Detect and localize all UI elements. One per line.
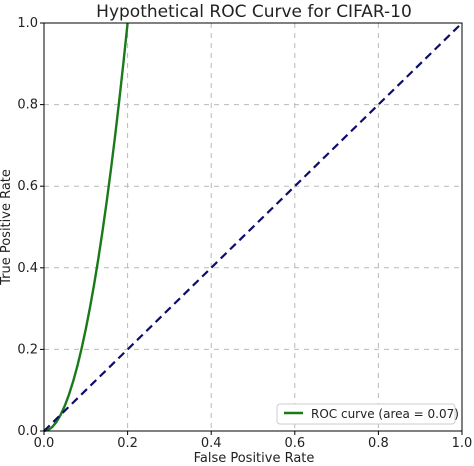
y-tick-label: 0.4 [17, 261, 38, 276]
legend-label-roc: ROC curve (area = 0.07) [311, 407, 459, 421]
x-tick-label: 0.0 [34, 436, 55, 451]
legend-box [276, 403, 456, 425]
legend: ROC curve (area = 0.07) [276, 403, 459, 425]
x-axis-ticks: 0.0 0.2 0.4 0.6 0.8 1.0 [34, 431, 473, 451]
y-tick-label: 0.2 [17, 342, 38, 357]
y-tick-label: 0.8 [17, 98, 38, 113]
x-tick-label: 0.6 [284, 436, 305, 451]
x-tick-label: 0.8 [368, 436, 389, 451]
series-line-roc-curve [43, 22, 129, 433]
x-tick-label: 0.2 [117, 436, 138, 451]
x-tick-label: 0.4 [201, 436, 222, 451]
x-tick-label: 1.0 [452, 436, 473, 451]
series-layer [43, 22, 463, 433]
y-tick-label: 1.0 [17, 16, 38, 31]
plot-frame [43, 22, 463, 432]
y-axis-ticks: 0.0 0.2 0.4 0.6 0.8 1.0 [17, 16, 44, 439]
series-line-random-classifier [43, 22, 463, 432]
x-axis-label: False Positive Rate [194, 451, 315, 466]
y-tick-label: 0.0 [17, 424, 38, 439]
chart-title: Hypothetical ROC Curve for CIFAR-10 [96, 2, 412, 22]
y-tick-label: 0.6 [17, 179, 38, 194]
y-axis-label: True Positive Rate [0, 169, 14, 286]
